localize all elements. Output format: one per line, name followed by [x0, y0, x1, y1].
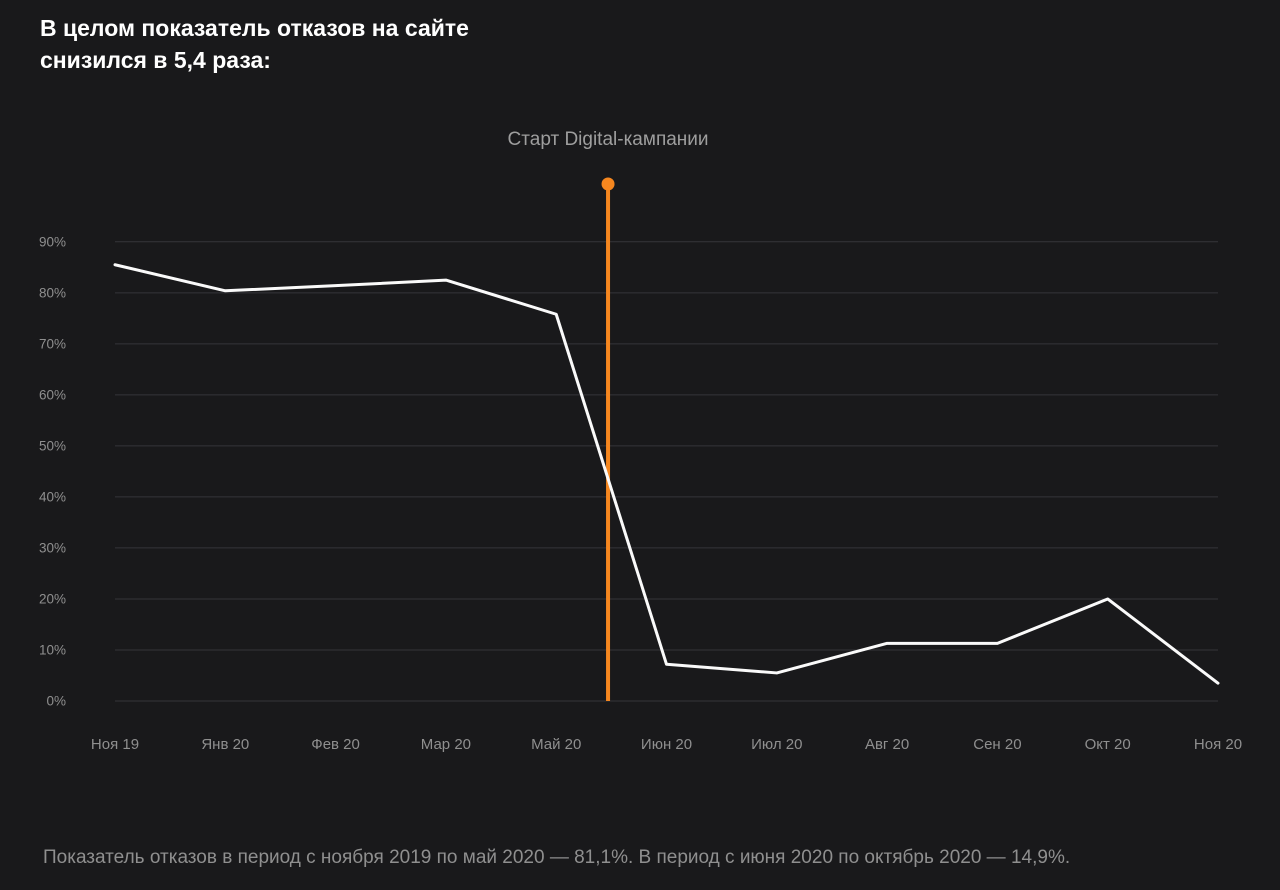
x-axis-tick-label: Мар 20 — [421, 736, 471, 753]
bounce-rate-line — [113, 263, 1220, 685]
page-title: В целом показатель отказов на сайте сниз… — [40, 12, 469, 76]
x-axis-tick-label: Ноя 20 — [1194, 736, 1242, 753]
page-title-line1: В целом показатель отказов на сайте — [40, 15, 469, 41]
y-axis-tick-label: 10% — [39, 642, 66, 657]
y-axis-tick-label: 50% — [39, 438, 66, 453]
footer-summary: Показатель отказов в период с ноября 201… — [43, 847, 1071, 868]
y-axis-tick-label: 20% — [39, 591, 66, 606]
y-axis-tick-label: 0% — [46, 694, 66, 709]
x-axis-tick-label: Сен 20 — [973, 736, 1021, 753]
x-axis-tick-label: Авг 20 — [865, 736, 909, 753]
y-axis-tick-label: 80% — [39, 285, 66, 300]
y-axis-tick-label: 90% — [39, 234, 66, 249]
x-axis-tick-label: Май 20 — [531, 736, 581, 753]
page-title-line2: снизился в 5,4 раза: — [40, 47, 271, 73]
x-axis-tick-label: Июн 20 — [641, 736, 692, 753]
x-axis-tick-label: Янв 20 — [201, 736, 249, 753]
y-axis-tick-label: 30% — [39, 540, 66, 555]
y-axis-tick-label: 60% — [39, 387, 66, 402]
x-axis-tick-label: Фев 20 — [311, 736, 360, 753]
campaign-start-marker-dot — [601, 177, 615, 191]
campaign-start-label: Старт Digital-кампании — [507, 129, 709, 150]
y-axis-tick-label: 70% — [39, 336, 66, 351]
x-axis-tick-label: Ноя 19 — [91, 736, 139, 753]
x-axis-tick-label: Июл 20 — [751, 736, 802, 753]
y-axis-tick-label: 40% — [39, 489, 66, 504]
x-axis-tick-label: Окт 20 — [1085, 736, 1131, 753]
